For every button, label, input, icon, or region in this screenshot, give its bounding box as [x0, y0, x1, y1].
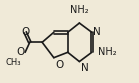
Text: O: O — [21, 27, 29, 37]
Text: N: N — [93, 27, 101, 37]
Text: O: O — [16, 47, 24, 57]
Text: CH₃: CH₃ — [6, 58, 21, 67]
Text: O: O — [55, 60, 64, 70]
Text: NH₂: NH₂ — [70, 5, 89, 15]
Text: N: N — [81, 63, 89, 73]
Text: NH₂: NH₂ — [98, 47, 117, 57]
